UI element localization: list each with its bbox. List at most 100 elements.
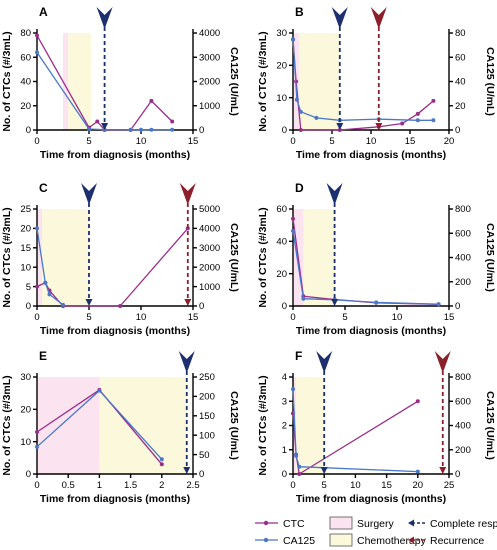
y-axis-label-f: No. of CTCs (#/3mL) <box>257 375 269 475</box>
y2-tick-label-a: 0 <box>199 125 204 136</box>
panel-c: 0 5 10 150510152025010002000300040005000Tim… <box>1 181 240 337</box>
x-tick-label-f: 5 <box>322 480 327 491</box>
complete-response-arrowhead-e <box>178 351 195 373</box>
ca125-point-c <box>61 302 65 307</box>
complete-response-arrow-tip-c <box>85 299 93 306</box>
y-tick-label-f: 3 <box>282 396 287 407</box>
legend-recurrence-label: Recurrence <box>430 535 484 547</box>
y2-tick-label-c: 3000 <box>199 243 220 254</box>
complete-response-arrow-tip-d <box>331 299 339 306</box>
x-tick-label-b: 5 <box>329 136 334 147</box>
legend-surgery-label: Surgery <box>357 518 395 530</box>
x-tick-label-d: 10 <box>392 312 403 323</box>
y-tick-label-c: 25 <box>20 204 31 215</box>
x-tick-label-e: 2 <box>159 480 164 491</box>
y2-tick-label-e: 100 <box>199 430 215 441</box>
y2-tick-label-a: 4000 <box>199 28 220 39</box>
ctc-point-a <box>149 98 154 103</box>
ctc-point-b <box>400 121 405 126</box>
y2-tick-label-c: 2000 <box>199 262 220 273</box>
x-tick-label-c: 0 <box>34 312 39 323</box>
x-tick-label-a: 10 <box>136 136 147 147</box>
recurrence-arrow-tip-b <box>375 123 383 130</box>
y-tick-label-a: 0 <box>26 125 31 136</box>
y2-tick-label-a: 1000 <box>199 101 220 112</box>
chemo-band-d <box>303 209 335 306</box>
ctc-point-b <box>415 111 420 116</box>
x-tick-label-c: 15 <box>188 312 199 323</box>
chemo-band-e <box>99 377 187 474</box>
y-tick-label-d: 60 <box>276 204 287 215</box>
x-tick-label-d: 0 <box>290 312 295 323</box>
y-tick-label-c: 20 <box>20 224 31 235</box>
complete-response-arrow-tip-e <box>183 467 191 474</box>
ca125-point-a <box>87 127 91 132</box>
x-tick-label-a: 5 <box>86 136 91 147</box>
y2-tick-label-e: 200 <box>199 392 215 403</box>
recurrence-arrowhead-f <box>434 351 451 373</box>
x-tick-label-a: 0 <box>34 136 39 147</box>
legend-chemo: Chemotherapy <box>329 533 427 547</box>
y-tick-label-f: 0 <box>282 469 287 480</box>
ca125-point-a <box>149 127 154 132</box>
ctc-point-c <box>118 304 123 308</box>
y-tick-label-a: 60 <box>20 52 31 63</box>
complete-response-arrowhead-c <box>81 183 97 205</box>
y2-tick-label-a: 3000 <box>199 52 220 63</box>
legend-recurrence: Recurrence <box>408 535 484 547</box>
y-tick-label-e: 0 <box>26 469 31 480</box>
x-axis-label-b: Time from diagnosis (months) <box>296 149 446 161</box>
legend-ca125-label: CA125 <box>283 535 315 547</box>
ctc-point-a <box>95 119 100 124</box>
legend-ctc-label: CTC <box>283 518 305 530</box>
x-tick-label-b: 10 <box>366 136 377 147</box>
y-tick-label-d: 0 <box>282 301 287 312</box>
ca125-point-e <box>159 457 164 462</box>
y-tick-label-b: 10 <box>276 93 287 104</box>
legend-complete-response-label: Complete response <box>430 518 497 530</box>
complete-response-arrow-tip-b <box>336 123 344 130</box>
y2-tick-label-f: 200 <box>455 445 471 456</box>
legend-complete-response: Complete response <box>408 518 497 530</box>
recurrence-marker-b <box>370 7 387 130</box>
ctc-point-d <box>291 216 295 221</box>
ca125-point-b <box>298 109 303 114</box>
y2-axis-label-d: CA125 (U/mL) <box>484 223 496 292</box>
ca125-point-f <box>415 469 420 474</box>
ctc-point-c <box>35 284 39 289</box>
panel-letter-b: B <box>295 5 304 19</box>
y-tick-label-e: 30 <box>20 372 31 383</box>
y2-tick-label-d: 800 <box>455 204 471 215</box>
y2-tick-label-d: 400 <box>455 253 471 264</box>
y-tick-label-c: 10 <box>20 262 31 273</box>
y2-axis-label-c: CA125 (U/mL) <box>228 223 240 292</box>
y-tick-label-c: 15 <box>20 243 31 254</box>
ca125-point-b <box>294 97 299 102</box>
y2-tick-label-c: 5000 <box>199 204 220 215</box>
y2-tick-label-a: 2000 <box>199 77 220 88</box>
x-tick-label-c: 5 <box>86 312 91 323</box>
complete-response-arrowhead-b <box>331 7 348 29</box>
ca125-line-b <box>292 39 434 121</box>
chemo-band-b <box>299 33 340 130</box>
y-tick-label-d: 20 <box>276 269 287 280</box>
y2-tick-label-d: 0 <box>455 301 460 312</box>
y-tick-label-e: 20 <box>20 405 31 416</box>
ca125-point-e <box>35 444 39 449</box>
y2-tick-label-f: 800 <box>455 372 471 383</box>
y2-tick-label-e: 150 <box>199 411 215 422</box>
complete-response-marker-e <box>178 351 195 474</box>
x-axis-label-f: Time from diagnosis (months) <box>296 493 446 505</box>
y2-axis-label-e: CA125 (U/mL) <box>228 391 240 460</box>
ca125-line-f <box>292 389 418 473</box>
y-tick-label-d: 40 <box>276 237 287 248</box>
x-tick-label-f: 20 <box>413 480 424 491</box>
x-tick-label-b: 0 <box>290 136 295 147</box>
complete-response-marker-c <box>81 183 97 306</box>
